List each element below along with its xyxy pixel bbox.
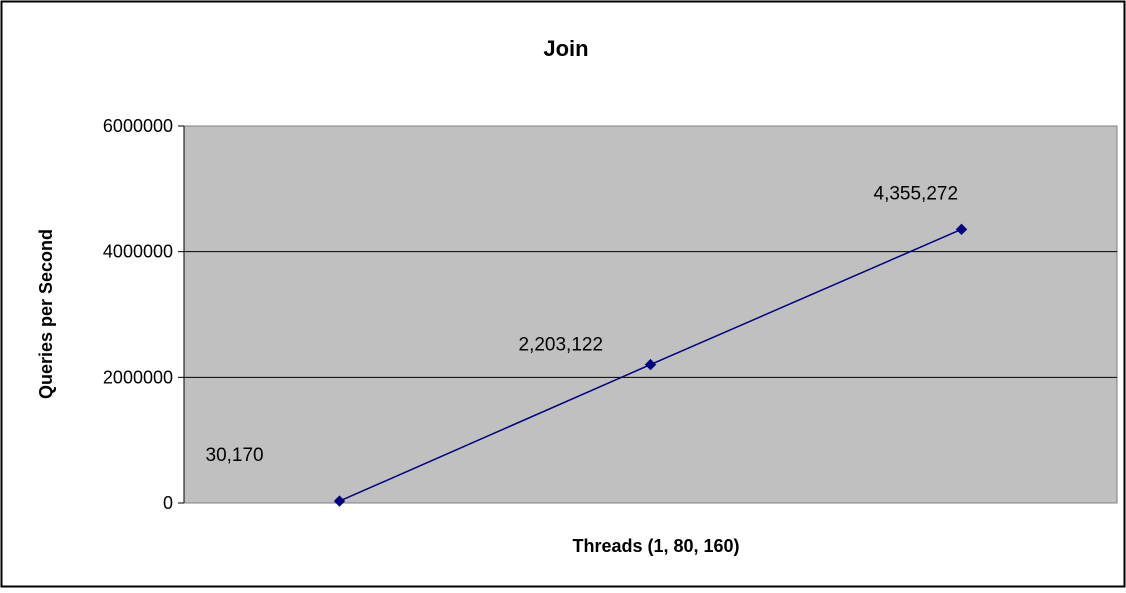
chart-title: Join	[543, 36, 588, 61]
x-axis-label: Threads (1, 80, 160)	[572, 536, 739, 556]
y-tick-label: 4000000	[103, 242, 173, 262]
y-tick-label: 2000000	[103, 367, 173, 387]
gridlines	[184, 251, 1117, 378]
data-point	[333, 495, 346, 507]
data-label: 2,203,122	[519, 335, 604, 356]
data-label: 4,355,272	[874, 183, 959, 204]
series-group	[333, 223, 968, 507]
y-tick-label: 0	[163, 493, 173, 513]
y-axis-label: Queries per Second	[36, 229, 56, 399]
data-label: 30,170	[206, 445, 264, 466]
data-labels: 30,170 2,203,122 4,355,272	[206, 183, 959, 466]
data-point	[955, 223, 968, 236]
y-axis: 0 2000000 4000000 6000000	[103, 116, 185, 513]
data-point	[644, 358, 657, 371]
plot-area	[183, 125, 1118, 504]
y-tick-label: 6000000	[103, 116, 173, 136]
